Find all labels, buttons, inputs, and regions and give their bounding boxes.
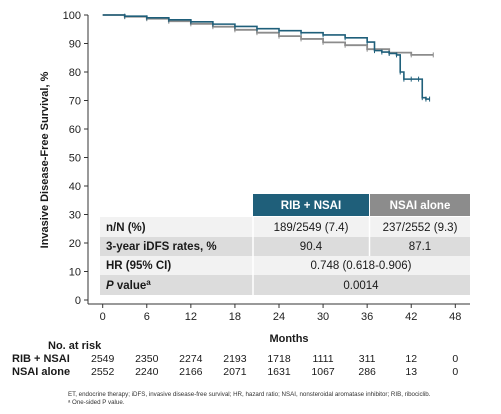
table-cell: 87.1 — [409, 241, 431, 253]
y-tick-label: 90 — [69, 39, 81, 51]
at-risk-value: 2166 — [179, 366, 203, 378]
y-tick-label: 50 — [69, 153, 81, 165]
y-tick-label: 70 — [69, 96, 81, 108]
at-risk-value: 0 — [452, 353, 458, 365]
series-line-nsai-alone — [102, 14, 434, 56]
x-tick-label: 48 — [449, 311, 461, 323]
at-risk-value: 1111 — [313, 353, 334, 365]
pvalue-sup: a — [146, 278, 151, 287]
x-tick-label: 36 — [361, 311, 373, 323]
footnote-pvalue: ᵃ One-sided P value. — [68, 399, 125, 406]
at-risk-title: No. at risk — [48, 340, 102, 352]
at-risk-value: 0 — [452, 366, 458, 378]
at-risk-value: 2274 — [179, 353, 203, 365]
y-tick-label: 40 — [69, 181, 81, 193]
series-line-rib-nsai — [102, 14, 430, 100]
table-row-label: 3-year iDFS rates, % — [106, 241, 217, 253]
y-tick-label: 10 — [69, 267, 81, 279]
table-row-label: n/N (%) — [106, 222, 146, 234]
summary-table: RIB + NSAI NSAI alone n/N (%) 189/2549 (… — [100, 194, 470, 295]
at-risk-value: 13 — [405, 366, 417, 378]
table-row-bg — [100, 237, 470, 256]
x-tick-label: 42 — [405, 311, 417, 323]
survival-curves — [102, 13, 434, 102]
at-risk-value: 2552 — [91, 366, 115, 378]
at-risk-value: 286 — [358, 366, 376, 378]
table-cell-merged: 0.0014 — [343, 280, 379, 292]
pvalue-rest: value — [114, 280, 147, 292]
pvalue-p: P — [106, 280, 114, 292]
table-header-rib-label: RIB + NSAI — [281, 200, 341, 212]
at-risk-value: 2193 — [223, 353, 247, 365]
y-tick-label: 80 — [69, 67, 81, 79]
at-risk-value: 2071 — [223, 366, 247, 378]
at-risk-value: 2549 — [91, 353, 115, 365]
table-cell-merged: 0.748 (0.618-0.906) — [310, 260, 411, 272]
x-tick-label: 0 — [100, 311, 106, 323]
table-row-bg — [100, 275, 470, 295]
table-header-nsai-label: NSAI alone — [390, 200, 451, 212]
at-risk-row-label-rib: RIB + NSAI — [12, 353, 70, 365]
y-tick-label: 0 — [75, 295, 81, 307]
table-cell: 189/2549 (7.4) — [274, 222, 349, 234]
y-ticks: 0 10 20 30 40 50 60 70 80 90 100 — [63, 10, 88, 307]
y-tick-label: 60 — [69, 124, 81, 136]
at-risk-value: 12 — [405, 353, 417, 365]
y-axis-title: Invasive Disease-Free Survival, % — [39, 71, 51, 248]
at-risk-value: 2350 — [135, 353, 159, 365]
x-tick-label: 18 — [229, 311, 241, 323]
x-tick-label: 6 — [144, 311, 150, 323]
at-risk-value: 1067 — [311, 366, 335, 378]
x-tick-label: 12 — [185, 311, 197, 323]
table-cell: 90.4 — [300, 241, 323, 253]
table-header-nsai — [370, 194, 470, 216]
at-risk-values: 2549 2350 2274 2193 1718 1111 311 12 0 2552 2240 21… — [91, 353, 458, 378]
table-row-bg — [100, 256, 470, 275]
at-risk-row-label-nsai: NSAI alone — [12, 366, 70, 378]
at-risk-value: 2240 — [135, 366, 159, 378]
x-tick-label: 24 — [273, 311, 285, 323]
table-header-rib — [253, 194, 369, 216]
at-risk-table: No. at risk RIB + NSAI NSAI alone 2549 23… — [12, 340, 458, 378]
footnote-abbreviations: ET, endocrine therapy; iDFS, invasive di… — [68, 391, 431, 398]
at-risk-value: 311 — [359, 353, 376, 365]
table-cell: 237/2552 (9.3) — [383, 222, 458, 234]
y-tick-label: 20 — [69, 238, 81, 250]
y-tick-label: 30 — [69, 210, 81, 222]
x-ticks: 0 6 12 18 24 30 36 42 48 — [100, 304, 461, 323]
x-tick-label: 30 — [317, 311, 329, 323]
at-risk-value: 1631 — [267, 366, 291, 378]
at-risk-value: 1718 — [267, 353, 291, 365]
table-row-label-pvalue: P valuea — [106, 278, 151, 292]
x-axis-title: Months — [269, 333, 308, 345]
y-tick-label: 100 — [63, 10, 81, 22]
table-row-bg — [100, 217, 470, 237]
table-row-label: HR (95% CI) — [106, 260, 171, 272]
